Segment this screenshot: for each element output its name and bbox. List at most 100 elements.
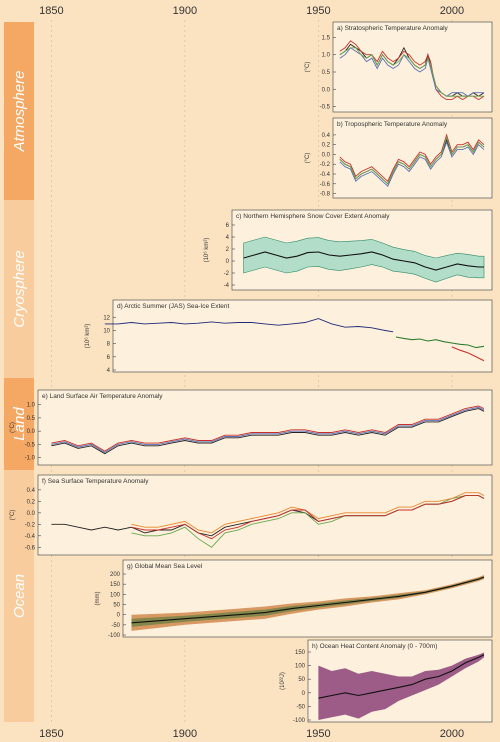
y-tick-label: 0.0 [322, 152, 331, 158]
y-tick-label: 0.4 [27, 488, 36, 494]
panel-title: g) Global Mean Sea Level [127, 563, 203, 570]
series-line-black [51, 408, 485, 455]
y-axis-label: (°C) [10, 422, 16, 433]
y-tick-label: -0.2 [320, 162, 331, 168]
y-tick-label: -0.5 [320, 105, 331, 111]
series-line-green [339, 135, 485, 185]
band-land [4, 378, 34, 470]
uncertainty-band-inner [131, 576, 484, 627]
y-tick-label: 1.0 [27, 403, 36, 409]
y-tick-label: 0.2 [322, 143, 331, 149]
x-tick-label-top: 1950 [306, 5, 330, 17]
y-tick-label: 12 [103, 315, 110, 321]
series-line-darkgreen [395, 336, 485, 349]
panel-f: f) Sea Surface Temperature Anomaly (°C) 0.… [10, 474, 493, 556]
panel-a: a) Stratospheric Temperature Anomaly (°C)… [305, 21, 493, 113]
x-tick-label-bottom: 2000 [440, 728, 464, 740]
band-cryosphere [4, 200, 34, 378]
y-tick-label: 50 [298, 677, 305, 683]
panel-b: b) Tropospheric Temperature Anomaly (°C) 0… [305, 117, 493, 199]
y-tick-label: -100 [108, 633, 121, 639]
series-line-blue [51, 406, 485, 453]
x-tick-label-top: 1900 [173, 5, 197, 17]
y-tick-label: -100 [293, 718, 306, 724]
y-tick-label: 0.5 [322, 70, 331, 76]
uncertainty-band [318, 652, 484, 720]
y-tick-label: 1.5 [322, 35, 331, 41]
y-tick-label: 4 [226, 235, 230, 241]
y-axis-label: (10⁶ km²) [203, 238, 210, 263]
panel-frame [112, 299, 493, 373]
panel-title: c) Northern Hemisphere Snow Cover Extent… [236, 213, 390, 220]
y-tick-label: -0.6 [320, 182, 331, 188]
y-axis-label: (10²²J) [280, 672, 286, 690]
panel-title: a) Stratospheric Temperature Anomaly [337, 25, 449, 32]
series-line-red [339, 40, 485, 101]
panel-h: h) Ocean Heat Content Anomaly (0 - 700m)… [280, 639, 493, 724]
y-tick-label: -1.0 [25, 456, 36, 462]
panel-frame [37, 389, 493, 466]
panel-c: c) Northern Hemisphere Snow Cover Extent… [203, 209, 493, 291]
panel-e: e) Land Surface Air Temperature Anomaly (… [10, 389, 493, 466]
y-tick-label: -0.8 [320, 192, 331, 198]
series-line-red [131, 495, 485, 540]
y-tick-label: 4 [107, 368, 111, 374]
mean-line [318, 654, 485, 699]
panel-frame [37, 474, 493, 556]
y-tick-label: 1.0 [322, 53, 331, 59]
series-line-red [339, 133, 485, 183]
y-axis-label: (10⁶ km²) [84, 324, 91, 349]
panel-d: d) Arctic Summer (JAS) Sea-Ice Extent (10… [84, 299, 493, 374]
x-tick-label-bottom: 1850 [39, 728, 63, 740]
y-tick-label: 200 [110, 572, 121, 578]
y-tick-label: 6 [107, 355, 111, 361]
y-tick-label: 0.0 [322, 87, 331, 93]
y-tick-label: 10 [103, 328, 110, 334]
y-tick-label: -50 [296, 704, 305, 710]
x-tick-label-bottom: 1950 [306, 728, 330, 740]
series-line-orange [131, 492, 485, 534]
y-tick-label: 0.0 [27, 511, 36, 517]
y-tick-label: 0.0 [27, 429, 36, 435]
y-tick-label: 8 [107, 342, 111, 348]
y-tick-label: 0.4 [322, 133, 331, 139]
y-axis-label: (mm) [95, 592, 101, 606]
y-tick-label: -0.4 [320, 172, 331, 178]
y-tick-label: 150 [110, 582, 121, 588]
series-line-red [451, 346, 485, 362]
y-tick-label: 0.5 [27, 416, 36, 422]
series-line-green [339, 47, 484, 97]
y-tick-label: -0.2 [25, 522, 36, 528]
uncertainty-band [243, 236, 485, 283]
series-line-red [51, 405, 485, 452]
band-label: Cryosphere [11, 250, 28, 328]
band-ocean [4, 470, 34, 722]
y-tick-label: -50 [111, 623, 120, 629]
panel-frame [332, 117, 493, 199]
mean-line [131, 576, 485, 624]
panel-title: h) Ocean Heat Content Anomaly (0 - 700m) [312, 643, 437, 650]
y-tick-label: -2 [224, 271, 230, 277]
band-label: Land [11, 407, 28, 441]
y-tick-label: -4 [224, 283, 230, 289]
x-tick-label-bottom: 1900 [173, 728, 197, 740]
y-tick-label: 0.2 [27, 499, 36, 505]
panel-title: d) Arctic Summer (JAS) Sea-Ice Extent [117, 303, 230, 310]
panel-title: b) Tropospheric Temperature Anomaly [337, 121, 448, 128]
y-tick-label: 0 [302, 691, 306, 697]
y-axis-label: (°C) [305, 153, 311, 164]
y-tick-label: 6 [226, 223, 230, 229]
y-tick-label: 0 [226, 259, 230, 265]
panel-g: g) Global Mean Sea Level (mm) 200 150 100 50 0… [95, 559, 493, 639]
panel-title: f) Sea Surface Temperature Anomaly [42, 478, 149, 485]
y-tick-label: 0 [117, 613, 121, 619]
y-axis-label: (°C) [10, 510, 16, 521]
category-bands: Atmosphere Cryosphere Land Ocean [4, 22, 34, 722]
mean-line [243, 251, 484, 271]
panel-title: e) Land Surface Air Temperature Anomaly [42, 393, 163, 400]
y-tick-label: 100 [110, 592, 121, 598]
series-line-blue [339, 47, 484, 97]
panels: a) Stratospheric Temperature Anomaly (°C)… [10, 21, 493, 724]
